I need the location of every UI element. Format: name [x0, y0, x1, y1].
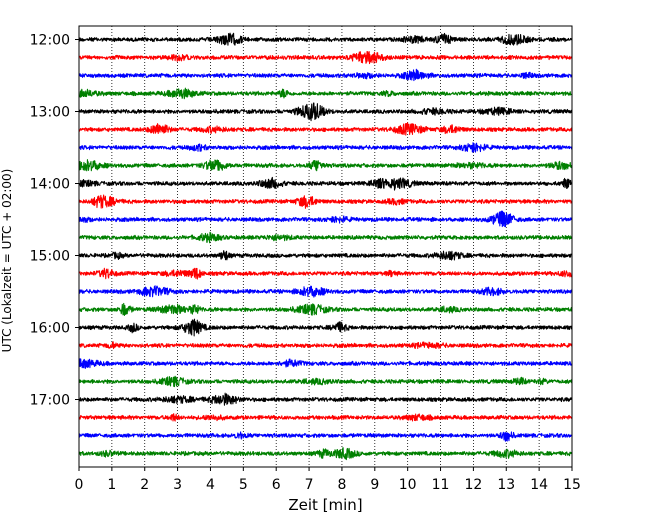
y-tick-label: 16:00	[30, 321, 70, 337]
trace-1200	[78, 32, 573, 46]
x-tick-label: 2	[140, 477, 149, 493]
trace-1345	[78, 159, 573, 172]
x-tick-label: 3	[173, 477, 182, 493]
trace-1445	[78, 231, 573, 244]
x-tick-label: 13	[497, 477, 515, 493]
trace-1745	[78, 447, 573, 461]
y-axis-ticks: 12:00 13:00 14:00 15:00 16:00 17:00	[30, 33, 79, 409]
trace-1700	[78, 392, 573, 406]
x-tick-label: 10	[399, 477, 417, 493]
trace-1515	[78, 267, 573, 280]
trace-1215	[78, 51, 573, 65]
x-tick-label: 0	[75, 477, 84, 493]
y-axis-title: UTC (Lokalzeit = UTC + 02:00)	[0, 169, 14, 353]
trace-1315	[78, 122, 573, 136]
x-tick-label: 7	[305, 477, 314, 493]
trace-1245	[78, 87, 573, 100]
trace-1630	[78, 358, 573, 369]
trace-layer	[78, 32, 573, 461]
trace-1415	[78, 194, 573, 209]
x-axis-ticks: 0 1 2 3 4 5 6 7 8 9 10 11 12 13 14 15	[75, 467, 581, 493]
x-tick-label: 14	[530, 477, 548, 493]
trace-1430	[78, 210, 573, 228]
x-tick-label: 4	[206, 477, 215, 493]
x-axis-title: Zeit [min]	[288, 496, 362, 514]
x-tick-label: 12	[464, 477, 482, 493]
y-tick-label: 14:00	[30, 177, 70, 193]
x-tick-label: 9	[370, 477, 379, 493]
trace-1545	[78, 302, 573, 316]
y-tick-label: 17:00	[30, 393, 70, 409]
trace-1230	[78, 68, 573, 82]
x-tick-label: 5	[239, 477, 248, 493]
plot-frame	[78, 25, 573, 468]
y-tick-label: 13:00	[30, 105, 70, 121]
trace-1500	[78, 250, 573, 261]
trace-1715	[78, 413, 573, 422]
trace-1645	[78, 375, 573, 388]
x-tick-label: 1	[107, 477, 116, 493]
trace-1600	[78, 318, 573, 337]
trace-1330	[78, 142, 573, 153]
x-tick-label: 11	[432, 477, 450, 493]
x-tick-label: 8	[337, 477, 346, 493]
y-tick-label: 15:00	[30, 249, 70, 265]
trace-1300	[78, 102, 573, 122]
x-tick-label: 15	[563, 477, 581, 493]
trace-1615	[78, 341, 573, 350]
x-tick-label: 6	[272, 477, 281, 493]
y-tick-label: 12:00	[30, 33, 70, 49]
trace-1530	[78, 285, 573, 298]
trace-1400	[78, 176, 573, 191]
trace-1730	[78, 431, 573, 442]
